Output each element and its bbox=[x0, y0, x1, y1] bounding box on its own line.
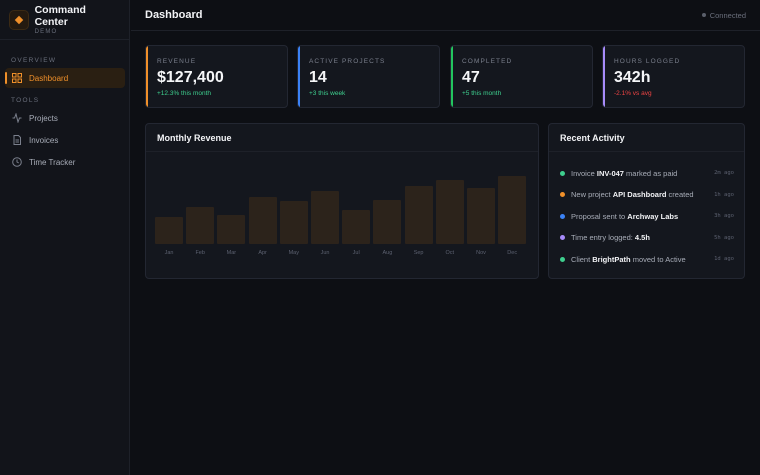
revenue-bar bbox=[279, 201, 308, 244]
revenue-bar bbox=[373, 199, 402, 244]
card-label: HOURS LOGGED bbox=[614, 58, 681, 65]
stat-card-revenue: REVENUE $127,400 +12.3% this month bbox=[145, 45, 288, 108]
stat-card-completed: COMPLETED 47 +5 this month bbox=[450, 45, 593, 108]
sidebar-item-time-tracker[interactable]: Time Tracker bbox=[5, 152, 125, 172]
activity-item[interactable]: Proposal sent to Archway Labs 3h ago bbox=[560, 210, 734, 222]
revenue-bar bbox=[186, 207, 215, 244]
card-accent bbox=[146, 46, 148, 107]
x-tick-label: Dec bbox=[507, 250, 518, 256]
activity-highlight: Archway Labs bbox=[627, 211, 679, 221]
top-header: Dashboard Connected bbox=[131, 0, 760, 31]
x-tick-label: Aug bbox=[382, 250, 393, 256]
brand-logo-icon bbox=[9, 9, 29, 30]
activity-time: 1h ago bbox=[714, 191, 734, 198]
sidebar-item-invoices[interactable]: Invoices bbox=[5, 130, 125, 150]
activity-time: 2m ago bbox=[714, 170, 734, 176]
sidebar-item-projects[interactable]: Projects bbox=[5, 108, 125, 128]
status-text: Connected bbox=[709, 10, 746, 20]
activity-time: 3h ago bbox=[714, 213, 734, 219]
status-dot-icon bbox=[701, 13, 706, 17]
card-delta: +3 this week bbox=[309, 90, 346, 97]
card-delta: +5 this month bbox=[462, 90, 502, 97]
card-label: ACTIVE PROJECTS bbox=[309, 58, 386, 65]
revenue-bar bbox=[248, 197, 277, 244]
activity-text: New project API Dashboard created bbox=[571, 190, 694, 199]
activity-highlight: INV-047 bbox=[596, 168, 624, 178]
connection-status: Connected bbox=[701, 10, 746, 20]
brand-subtitle: DEMO bbox=[34, 28, 58, 35]
revenue-bar bbox=[311, 190, 339, 244]
sidebar-item-label: Dashboard bbox=[29, 73, 69, 83]
sidebar-item-dashboard[interactable]: Dashboard bbox=[5, 68, 125, 88]
brand-title: Command Center bbox=[34, 3, 86, 28]
activity-icon bbox=[12, 113, 22, 123]
activity-time: 5h ago bbox=[714, 234, 734, 241]
x-tick-label: May bbox=[288, 250, 299, 256]
revenue-bar bbox=[342, 210, 371, 244]
x-tick-label: Jul bbox=[352, 250, 360, 256]
sidebar-item-label: Invoices bbox=[29, 135, 59, 145]
card-accent bbox=[451, 46, 453, 107]
x-tick-label: Nov bbox=[476, 250, 486, 256]
activity-time: 1d ago bbox=[714, 256, 734, 262]
card-label: REVENUE bbox=[157, 58, 197, 65]
sidebar-item-label: Projects bbox=[29, 113, 58, 123]
card-label: COMPLETED bbox=[462, 58, 513, 65]
x-tick-label: Oct bbox=[445, 250, 455, 256]
activity-dot-icon bbox=[560, 192, 565, 197]
card-delta: +12.3% this month bbox=[157, 90, 212, 97]
stat-card-hours-logged: HOURS LOGGED 342h -2.1% vs avg bbox=[602, 45, 745, 108]
x-tick-label: Feb bbox=[195, 250, 205, 256]
activity-text: Proposal sent to Archway Labs bbox=[571, 211, 679, 221]
activity-dot-icon bbox=[560, 235, 565, 240]
panel-title: Recent Activity bbox=[549, 124, 744, 152]
revenue-bar bbox=[498, 176, 527, 244]
brand[interactable]: Command Center DEMO bbox=[0, 0, 129, 40]
x-tick-label: Sep bbox=[413, 250, 424, 256]
activity-dot-icon bbox=[560, 170, 565, 176]
card-value: 14 bbox=[309, 69, 327, 86]
activity-item[interactable]: New project API Dashboard created 1h ago bbox=[560, 189, 734, 201]
revenue-bar bbox=[155, 216, 183, 244]
x-tick-label: Apr bbox=[258, 250, 267, 256]
card-value: $127,400 bbox=[157, 69, 224, 86]
activity-highlight: 4.5h bbox=[634, 233, 650, 242]
revenue-bar-chart: Jan Feb Mar Apr May Jun Jul Aug Sep Oct Nov Dec bbox=[155, 164, 529, 256]
panel-title: Monthly Revenue bbox=[146, 124, 538, 152]
activity-text: Invoice INV-047 marked as paid bbox=[571, 168, 678, 178]
x-tick-label: Jun bbox=[320, 250, 330, 256]
section-label-tools: TOOLS bbox=[11, 97, 40, 104]
card-accent bbox=[298, 46, 300, 107]
revenue-bar bbox=[467, 188, 495, 244]
monthly-revenue-panel: Monthly Revenue Jan Feb Mar Apr May Jun Jul Aug… bbox=[145, 123, 539, 279]
section-label-overview: OVERVIEW bbox=[11, 57, 57, 64]
stat-card-active-projects: ACTIVE PROJECTS 14 +3 this week bbox=[297, 45, 440, 108]
clock-icon bbox=[12, 157, 22, 167]
activity-dot-icon bbox=[560, 256, 565, 262]
revenue-bar bbox=[404, 186, 433, 244]
activity-highlight: API Dashboard bbox=[612, 190, 667, 199]
activity-text: Client BrightPath moved to Active bbox=[571, 254, 686, 264]
sidebar-item-label: Time Tracker bbox=[29, 157, 76, 167]
activity-item[interactable]: Invoice INV-047 marked as paid 2m ago bbox=[560, 167, 734, 179]
card-accent bbox=[603, 46, 605, 107]
activity-item[interactable]: Time entry logged: 4.5h 5h ago bbox=[560, 232, 734, 244]
card-value: 342h bbox=[614, 69, 651, 86]
x-tick-label: Jan bbox=[164, 250, 174, 256]
activity-dot-icon bbox=[560, 213, 565, 219]
card-delta: -2.1% vs avg bbox=[614, 90, 652, 97]
x-tick-label: Mar bbox=[226, 250, 237, 256]
grid-icon bbox=[12, 73, 22, 83]
sidebar: Command Center DEMO OVERVIEW Dashboard T… bbox=[0, 0, 130, 475]
activity-item[interactable]: Client BrightPath moved to Active 1d ago bbox=[560, 253, 734, 265]
recent-activity-panel: Recent Activity Invoice INV-047 marked a… bbox=[548, 123, 745, 279]
revenue-bar bbox=[217, 215, 246, 244]
document-icon bbox=[12, 135, 22, 145]
activity-highlight: BrightPath bbox=[592, 254, 631, 264]
activity-text: Time entry logged: 4.5h bbox=[571, 233, 650, 242]
card-value: 47 bbox=[462, 69, 480, 86]
page-title: Dashboard bbox=[145, 9, 203, 21]
revenue-bar bbox=[435, 180, 464, 244]
